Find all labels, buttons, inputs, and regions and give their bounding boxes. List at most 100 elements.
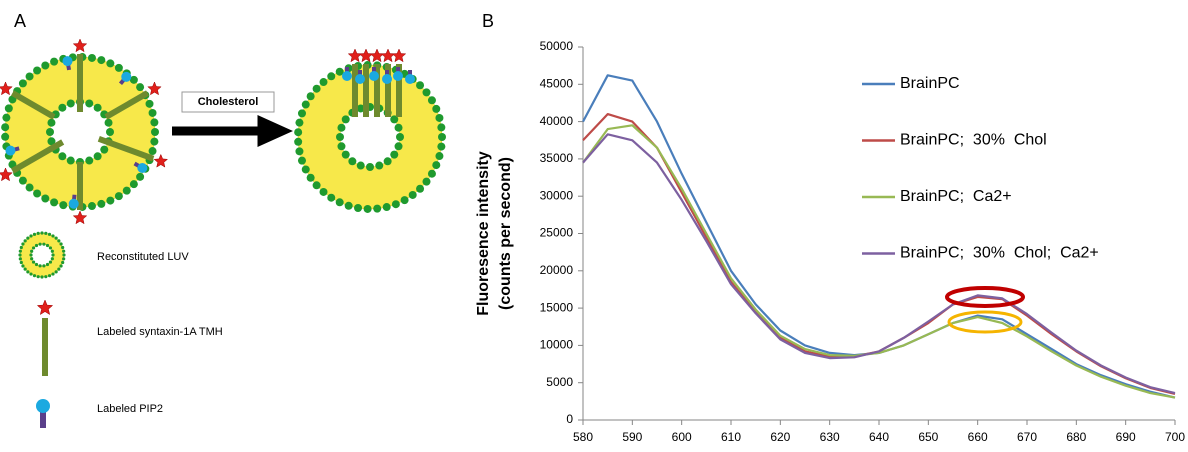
lipid-head [93,152,102,161]
lipid-head [44,275,48,279]
lipid-head [354,203,363,212]
lipid-head [438,133,446,141]
lipid-head [1,132,10,141]
lipid-head [337,142,346,151]
lipid-head [416,81,425,90]
lipid-head [25,72,34,81]
lipid-head [432,104,441,113]
x-tick-label: 580 [573,430,593,444]
lipid-head [57,239,61,243]
lipid-head [59,201,68,210]
lipid-head [312,181,321,190]
lipid-head [54,270,58,274]
lipid-head [427,96,436,105]
lipid-head [34,243,39,248]
panel-label: B [482,11,494,31]
lipid-head [45,262,50,267]
pip2-head [5,145,16,156]
lipid-head [356,104,365,113]
star [358,48,374,63]
star [72,38,88,53]
lipid-head [129,75,138,84]
lipid-head [59,264,63,268]
lipid-head [136,172,145,181]
lipid-head [42,264,46,268]
lipid-head [50,198,59,207]
lipid-head [47,232,52,236]
lipid-head [36,275,40,279]
lipid-head [129,180,138,189]
lipid-head [41,194,50,203]
y-tick-label: 0 [566,412,573,426]
lipid-head [23,267,27,271]
lipid-head [25,183,34,192]
lipid-head [38,264,42,268]
y-tick-label: 10000 [540,338,574,352]
star [0,167,13,182]
lipid-head [29,234,33,238]
x-tick-label: 650 [918,430,938,444]
lipid-head [19,245,23,250]
lipid-head [18,253,22,257]
lipid-head [97,199,106,208]
pip2-head [137,163,148,173]
lipid-head [32,232,37,236]
lipid-head [93,103,102,112]
lipid-head [400,196,409,205]
lipid-head [57,267,61,271]
lipid-head [33,66,42,75]
lipid-head [356,161,365,170]
lipid-head [396,133,404,141]
lipid-head [294,128,303,137]
tmh-rod [10,90,56,120]
lipid-head [327,72,336,81]
lipid-head [391,200,400,209]
lipid-head [341,150,350,159]
pip2-head [121,71,132,82]
lipid-head [48,260,53,264]
highlight-ellipse [947,310,1023,334]
lipid-head [26,270,30,274]
x-tick-label: 690 [1116,430,1136,444]
lipid-head [106,59,115,68]
lipid-head [408,190,417,199]
lipid-head [85,99,94,108]
tmh-rod [104,90,150,120]
lipid-head [150,118,159,127]
lipid-head [148,108,157,117]
y-tick-label: 5000 [546,375,573,389]
legend-text: Labeled PIP2 [97,403,163,415]
lipid-head [297,109,306,118]
lipid-head [295,147,304,156]
lipid-head [47,137,56,146]
lipid-head [435,113,444,122]
lipid-head [30,249,34,253]
lipid-head [335,67,344,76]
lipid-head [66,99,75,108]
pip2-head [68,198,79,209]
x-tick-label: 600 [672,430,692,444]
y-tick-label: 25000 [540,226,574,240]
x-tick-label: 640 [869,430,889,444]
series-line [582,74,1176,399]
lipid-head [295,118,304,127]
y-tick-label: 35000 [540,151,574,165]
lipid-head [40,275,44,279]
lipid-head [148,147,157,156]
lipid-head [1,123,10,132]
lipid-head [59,242,63,246]
lipid-head [97,56,106,65]
lipid-head [306,173,315,182]
lipid-head [18,257,22,261]
star [153,153,169,168]
lipid-head [100,145,109,154]
lipid-head [427,169,436,178]
x-tick-label: 680 [1066,430,1086,444]
star [369,48,385,63]
lipid-head [390,115,399,124]
pip2-head [342,71,352,81]
y-tick-label: 45000 [540,76,574,90]
y-axis-label: Fluoresence intensity [475,151,492,316]
lipid-head [336,133,344,141]
